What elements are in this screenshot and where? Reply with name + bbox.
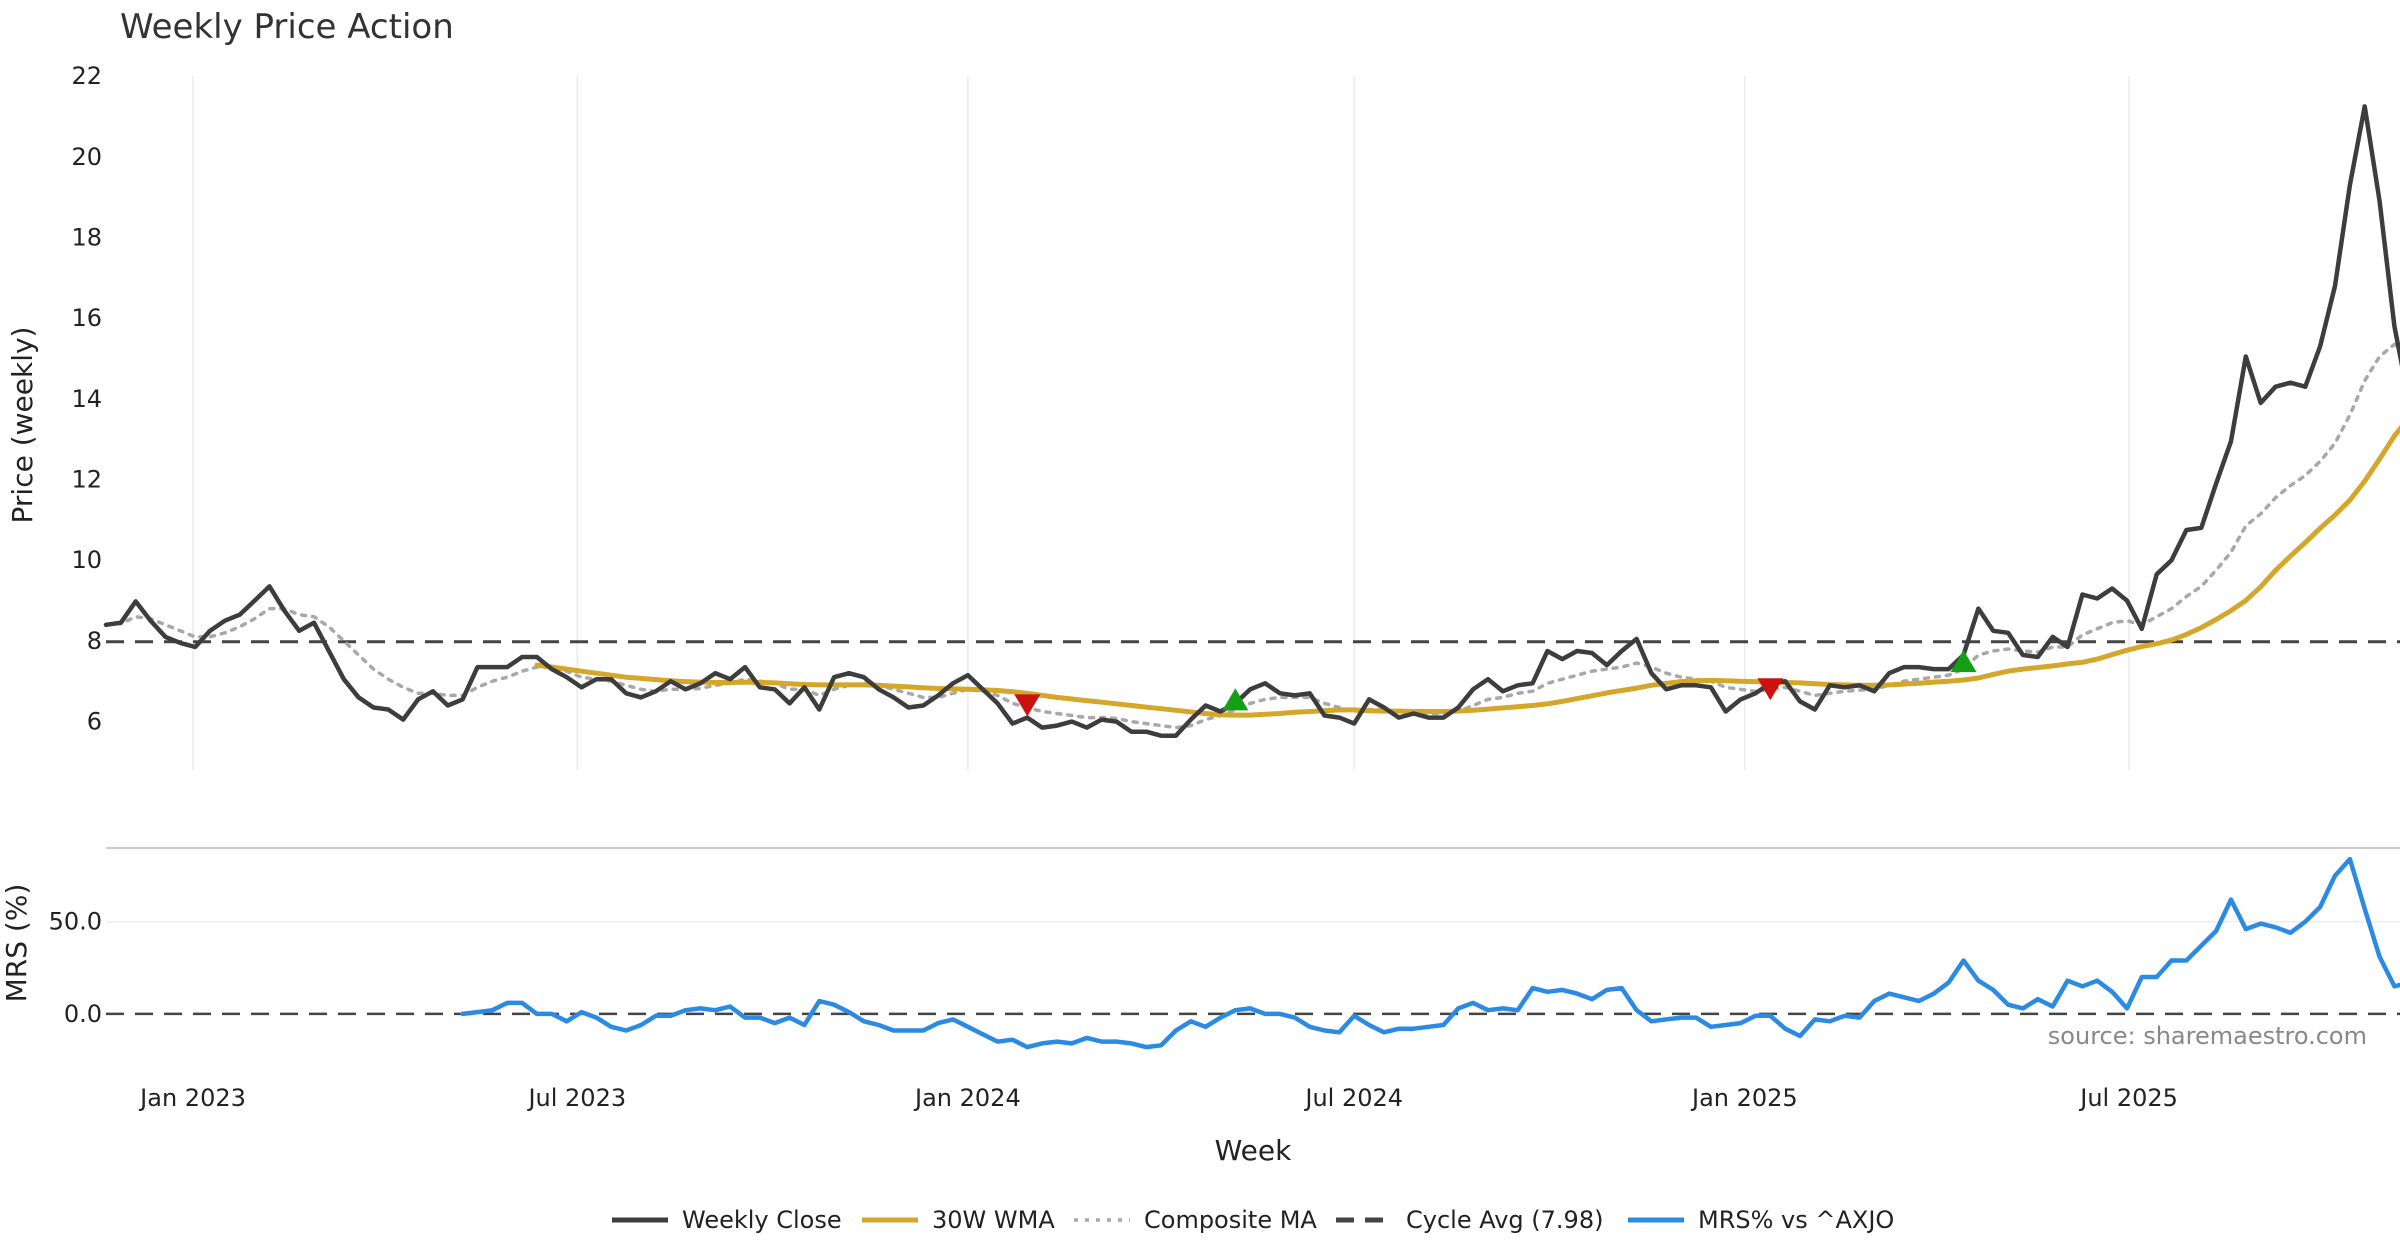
price-ytick-16: 16	[71, 304, 102, 332]
price-ytick-12: 12	[71, 466, 102, 494]
legend-label-weekly-close: Weekly Close	[682, 1206, 842, 1234]
chart-legend: Weekly Close 30W WMA Composite MA Cycle Avg…	[612, 1206, 1894, 1234]
price-ytick-18: 18	[71, 223, 102, 251]
series-mrs-vs-axjo	[460, 856, 2400, 1050]
mrs-series-group	[106, 856, 2400, 1050]
chart-title: Weekly Price Action	[120, 7, 454, 47]
sell-signal-marker-0	[1014, 694, 1041, 717]
x-tick-jan-2025: Jan 2025	[1690, 1084, 1798, 1112]
price-series-group	[103, 104, 2400, 738]
legend-label-composite-ma: Composite MA	[1144, 1206, 1317, 1234]
price-ytick-22: 22	[71, 62, 102, 90]
x-tick-jul-2023: Jul 2023	[526, 1084, 626, 1112]
legend-label-30w-wma: 30W WMA	[932, 1206, 1055, 1234]
x-tick-jan-2024: Jan 2024	[913, 1084, 1021, 1112]
sell-signal-marker-2	[1757, 678, 1784, 701]
x-axis-label: Week	[1215, 1134, 1292, 1167]
signal-markers	[1014, 650, 1977, 717]
legend-label-mrs-vs-axjo: MRS% vs ^AXJO	[1698, 1206, 1894, 1234]
mrs-ytick-50.0: 50.0	[49, 908, 102, 936]
price-panel-grid	[192, 76, 2130, 770]
buy-signal-marker-3	[1950, 650, 1977, 673]
x-tick-jul-2024: Jul 2024	[1303, 1084, 1403, 1112]
buy-signal-marker-1	[1222, 688, 1249, 711]
price-y-ticks: 6 8 10 12 14 16 18 20 22	[71, 62, 102, 735]
series-composite-ma	[104, 342, 2400, 730]
mrs-ytick-0.0: 0.0	[64, 1000, 102, 1028]
source-credit: source: sharemaestro.com	[2048, 1022, 2367, 1050]
price-y-axis-label: Price (weekly)	[6, 327, 39, 524]
legend-label-cycle-avg-7-98: Cycle Avg (7.98)	[1406, 1206, 1603, 1234]
mrs-y-ticks: 0.0 50.0	[49, 908, 102, 1028]
price-ytick-6: 6	[87, 708, 102, 736]
series-30w-wma	[534, 425, 2400, 718]
price-ytick-8: 8	[87, 627, 102, 655]
price-ytick-20: 20	[71, 143, 102, 171]
x-tick-jul-2025: Jul 2025	[2078, 1084, 2178, 1112]
price-ytick-10: 10	[71, 546, 102, 574]
mrs-y-axis-label: MRS (%)	[0, 884, 33, 1003]
price-ytick-14: 14	[71, 385, 102, 413]
x-tick-jan-2023: Jan 2023	[138, 1084, 246, 1112]
series-weekly-close	[103, 104, 2400, 738]
x-tick-labels: Jan 2023 Jul 2023 Jan 2024 Jul 2024 Jan 2025…	[138, 1084, 2178, 1112]
